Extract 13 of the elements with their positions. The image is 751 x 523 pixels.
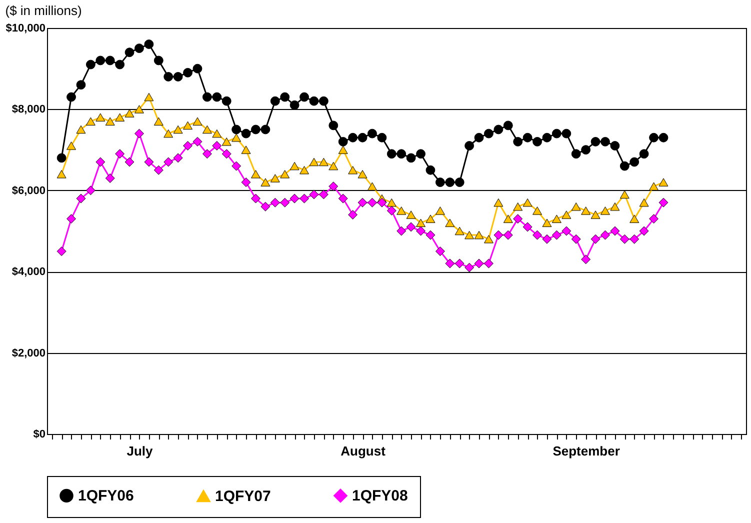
y-tick-label: $4,000 [12,266,46,278]
x-tick-label: August [340,444,386,458]
x-tick-label: July [126,444,154,458]
x-tick-label: September [552,444,620,458]
y-tick-label: $6,000 [12,184,46,197]
y-tick-label: $0 [33,428,46,440]
legend-label: 1QFY08 [352,488,408,505]
y-tick-label: $2,000 [12,347,46,360]
chart-title: ($ in millions) [5,3,82,18]
legend-label: 1QFY07 [215,488,271,506]
y-tick-label: $8,000 [12,104,46,116]
legend-label: 1QFY06 [78,488,134,505]
y-tick-label: $10,000 [6,22,46,34]
